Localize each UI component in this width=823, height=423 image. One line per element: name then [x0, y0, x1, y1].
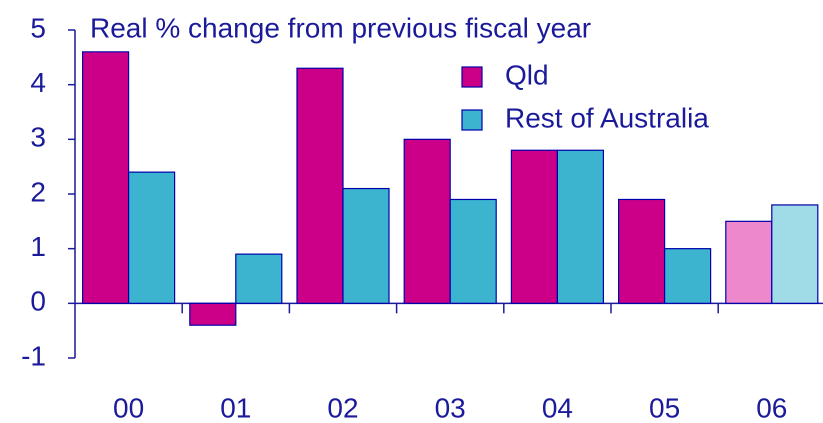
y-tick-label: 2 [30, 176, 46, 207]
bar [81, 51, 130, 304]
x-tick-label: 01 [220, 392, 251, 423]
bar [617, 198, 666, 304]
bar [449, 198, 497, 304]
y-tick-label: 5 [30, 12, 46, 43]
bar [510, 149, 558, 304]
y-tick-label: 4 [30, 67, 46, 98]
bar [296, 67, 344, 304]
legend-swatch [461, 66, 483, 88]
bar [403, 138, 451, 304]
bar [342, 187, 390, 304]
y-tick-label: 3 [30, 122, 46, 153]
bar [235, 253, 283, 304]
bar [771, 204, 819, 304]
y-tick-label: 1 [30, 231, 46, 262]
x-tick-label: 02 [327, 392, 358, 423]
x-tick-label: 03 [435, 392, 466, 423]
legend-label: Rest of Australia [505, 102, 709, 133]
y-tick-label: 0 [30, 286, 46, 317]
bar [556, 149, 605, 304]
x-tick-label: 04 [542, 392, 573, 423]
legend-label: Qld [505, 59, 549, 90]
chart-title: Real % change from previous fiscal year [90, 12, 591, 43]
bar [663, 248, 712, 304]
legend-swatch [461, 109, 483, 131]
x-tick-label: 05 [649, 392, 680, 423]
x-tick-label: 00 [113, 392, 144, 423]
y-tick-label: -1 [21, 340, 46, 371]
bar [189, 302, 237, 326]
bar [128, 171, 176, 304]
x-tick-label: 06 [756, 392, 787, 423]
bar [725, 220, 773, 304]
